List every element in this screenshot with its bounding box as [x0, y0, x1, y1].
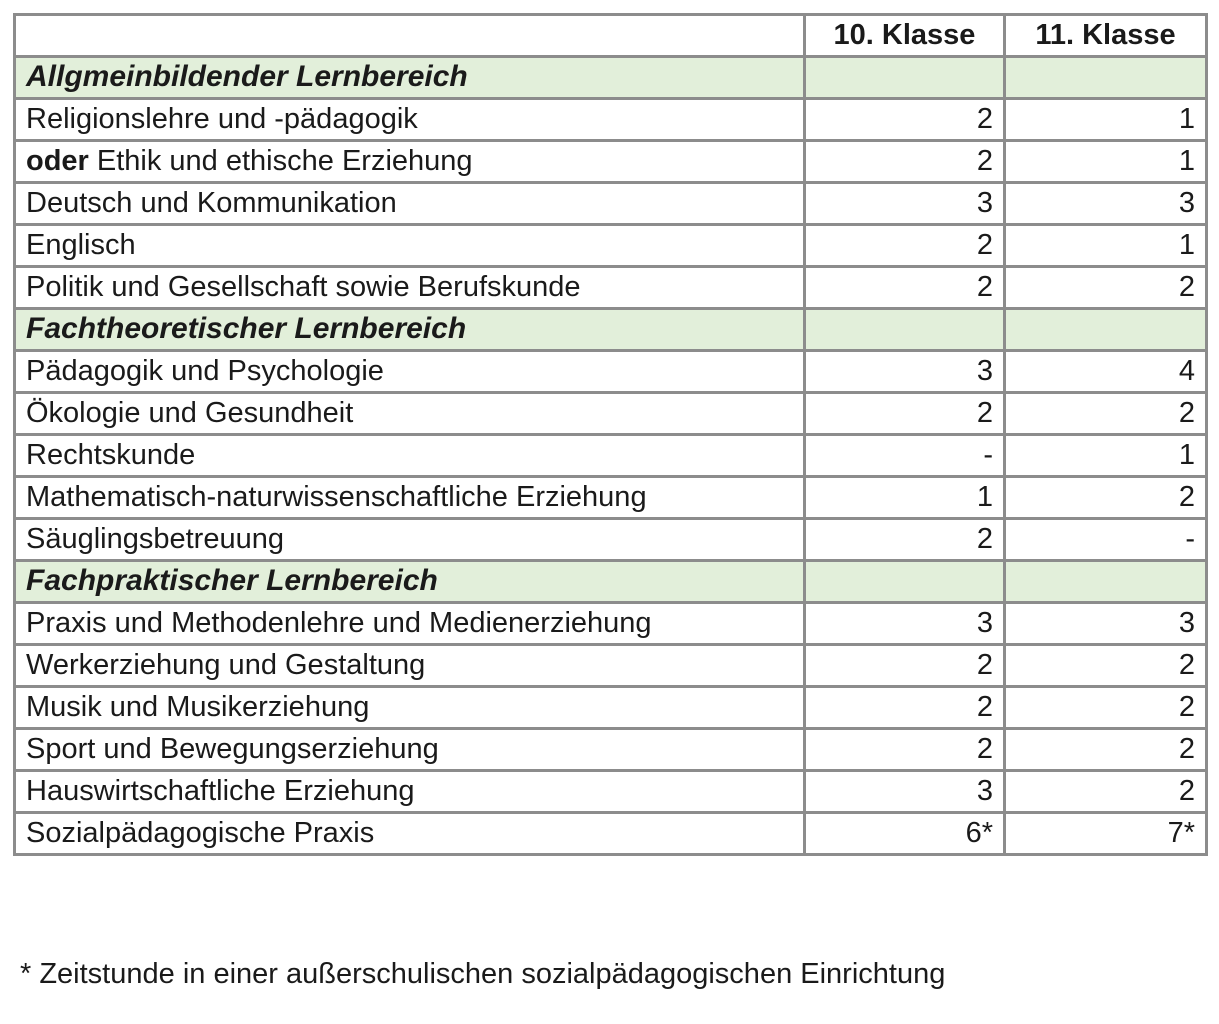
- subject-cell: Mathematisch-naturwissenschaftliche Erzi…: [13, 475, 806, 520]
- hours-cell-k10: 2: [803, 391, 1006, 436]
- hours-cell-k11: 1: [1003, 223, 1208, 268]
- section-empty-cell: [803, 55, 1006, 100]
- hours-cell-k10: -: [803, 433, 1006, 478]
- table-row: Politik und Gesellschaft sowie Berufskun…: [13, 265, 1208, 310]
- header-subject-cell: [13, 13, 806, 58]
- footnote: * Zeitstunde in einer außerschulischen s…: [20, 958, 946, 990]
- subject-cell: Politik und Gesellschaft sowie Berufskun…: [13, 265, 806, 310]
- subject-cell: Sozialpädagogische Praxis: [13, 811, 806, 856]
- hours-cell-k11: 4: [1003, 349, 1208, 394]
- table-row: Rechtskunde -1: [13, 433, 1208, 478]
- hours-cell-k11: -: [1003, 517, 1208, 562]
- table-row: Ökologie und Gesundheit 2 2: [13, 391, 1208, 436]
- header-klasse-11: 11. Klasse: [1003, 13, 1208, 58]
- table-row: Pädagogik und Psychologie 3 4: [13, 349, 1208, 394]
- table-row: oder Ethik und ethische Erziehung 2 1: [13, 139, 1208, 184]
- table-row: Säuglingsbetreuung 2-: [13, 517, 1208, 562]
- header-row: 10. Klasse 11. Klasse: [13, 13, 1208, 58]
- hours-cell-k10: 2: [803, 223, 1006, 268]
- subject-cell: Rechtskunde: [13, 433, 806, 478]
- section-label: Fachpraktischer Lernbereich: [13, 559, 806, 604]
- hours-cell-k10: 2: [803, 685, 1006, 730]
- subject-cell: Deutsch und Kommunikation: [13, 181, 806, 226]
- subject-cell: Werkerziehung und Gestaltung: [13, 643, 806, 688]
- subject-cell: Pädagogik und Psychologie: [13, 349, 806, 394]
- hours-cell-k11: 2: [1003, 265, 1208, 310]
- section-empty-cell: [1003, 559, 1208, 604]
- subject-cell: Ökologie und Gesundheit: [13, 391, 806, 436]
- hours-cell-k10: 3: [803, 181, 1006, 226]
- table-row: Religionslehre und -pädagogik 2 1: [13, 97, 1208, 142]
- table-row: Deutsch und Kommunikation 3 3: [13, 181, 1208, 226]
- table-row: Praxis und Methodenlehre und Medienerzie…: [13, 601, 1208, 646]
- table-row: Sport und Bewegungserziehung 2 2: [13, 727, 1208, 772]
- hours-cell-k11: 2: [1003, 643, 1208, 688]
- table-row: Sozialpädagogische Praxis 6* 7*: [13, 811, 1208, 856]
- hours-cell-k10: 2: [803, 97, 1006, 142]
- hours-cell-k11: 2: [1003, 391, 1208, 436]
- table-row: Mathematisch-naturwissenschaftliche Erzi…: [13, 475, 1208, 520]
- section-row: Allgmeinbildender Lernbereich: [13, 55, 1208, 100]
- hours-cell-k10: 3: [803, 349, 1006, 394]
- subject-cell: Hauswirtschaftliche Erziehung: [13, 769, 806, 814]
- hours-cell-k10: 2: [803, 727, 1006, 772]
- hours-cell-k11: 2: [1003, 475, 1208, 520]
- subject-cell: Musik und Musikerziehung: [13, 685, 806, 730]
- section-row: Fachtheoretischer Lernbereich: [13, 307, 1208, 352]
- table-row: Hauswirtschaftliche Erziehung 3 2: [13, 769, 1208, 814]
- section-empty-cell: [803, 559, 1006, 604]
- section-label: Allgmeinbildender Lernbereich: [13, 55, 806, 100]
- table-row: Werkerziehung und Gestaltung 2 2: [13, 643, 1208, 688]
- hours-cell-k11: 7*: [1003, 811, 1208, 856]
- hours-cell-k10: 6*: [803, 811, 1006, 856]
- table-body: Allgmeinbildender Lernbereich Religionsle…: [13, 55, 1208, 856]
- section-empty-cell: [1003, 307, 1208, 352]
- hours-cell-k10: 2: [803, 517, 1006, 562]
- section-empty-cell: [803, 307, 1006, 352]
- hours-cell-k10: 1: [803, 475, 1006, 520]
- subject-cell: oder Ethik und ethische Erziehung: [13, 139, 806, 184]
- hours-cell-k11: 3: [1003, 601, 1208, 646]
- hours-cell-k11: 2: [1003, 727, 1208, 772]
- hours-cell-k11: 1: [1003, 97, 1208, 142]
- hours-cell-k10: 2: [803, 265, 1006, 310]
- hours-cell-k11: 3: [1003, 181, 1208, 226]
- hours-cell-k11: 1: [1003, 433, 1208, 478]
- hours-cell-k10: 3: [803, 769, 1006, 814]
- header-klasse-10: 10. Klasse: [803, 13, 1006, 58]
- subject-cell: Praxis und Methodenlehre und Medienerzie…: [13, 601, 806, 646]
- curriculum-table: 10. Klasse 11. Klasse Allgmeinbildender …: [13, 13, 1208, 856]
- subject-cell: Englisch: [13, 223, 806, 268]
- section-row: Fachpraktischer Lernbereich: [13, 559, 1208, 604]
- hours-cell-k11: 2: [1003, 769, 1208, 814]
- hours-cell-k10: 2: [803, 139, 1006, 184]
- table-row: Musik und Musikerziehung 2 2: [13, 685, 1208, 730]
- hours-cell-k10: 3: [803, 601, 1006, 646]
- hours-cell-k11: 2: [1003, 685, 1208, 730]
- table-row: Englisch 2 1: [13, 223, 1208, 268]
- section-empty-cell: [1003, 55, 1208, 100]
- subject-cell: Säuglingsbetreuung: [13, 517, 806, 562]
- subject-cell: Sport und Bewegungserziehung: [13, 727, 806, 772]
- section-label: Fachtheoretischer Lernbereich: [13, 307, 806, 352]
- hours-cell-k10: 2: [803, 643, 1006, 688]
- subject-cell: Religionslehre und -pädagogik: [13, 97, 806, 142]
- hours-cell-k11: 1: [1003, 139, 1208, 184]
